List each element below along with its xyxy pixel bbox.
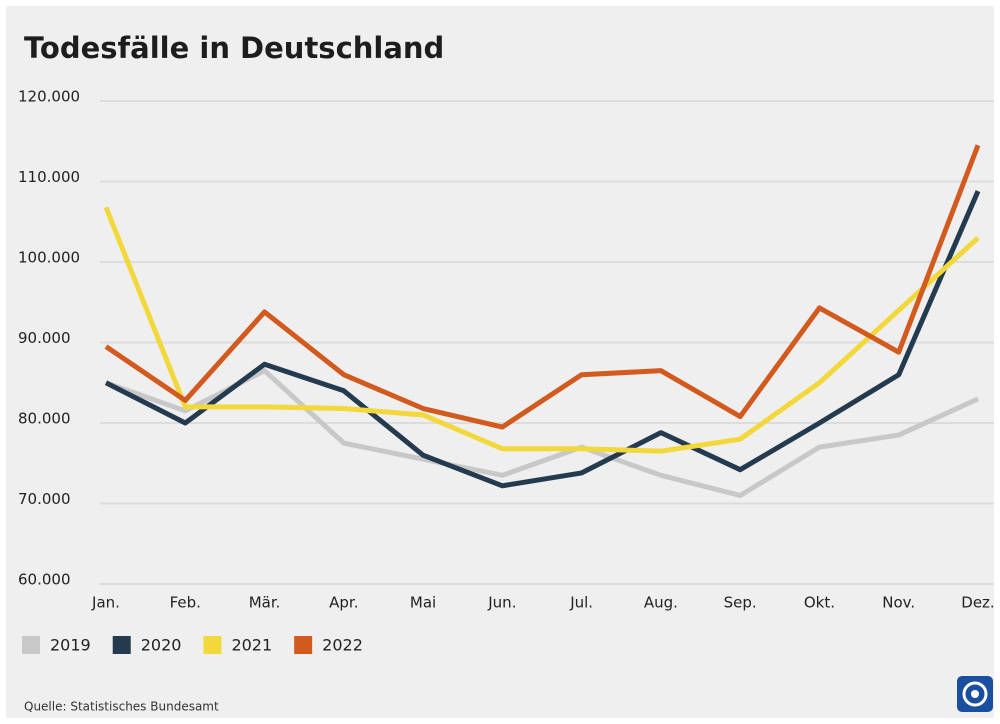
line-series [104, 144, 981, 430]
line-series [104, 190, 981, 489]
legend-swatch [294, 636, 313, 654]
chart-title: Todesfälle in Deutschland [24, 31, 444, 65]
source: Quelle: Statistisches Bundesamt [24, 700, 219, 714]
line-series [103, 206, 980, 454]
x-tick-label: Apr. [329, 594, 358, 612]
x-tick-label: Jun. [487, 594, 516, 612]
x-tick-label: Feb. [170, 594, 201, 612]
line-series [105, 368, 980, 498]
x-tick-label: Jan. [91, 594, 120, 612]
legend-label: 2022 [322, 636, 363, 655]
y-tick-label: 120.000 [18, 88, 80, 106]
panel [6, 6, 994, 718]
y-tick-label: 80.000 [18, 410, 71, 428]
legend-swatch [22, 636, 40, 654]
x-tick-label: Jul. [569, 594, 593, 612]
y-tick-label: 100.000 [18, 249, 80, 267]
x-tick-label: Mär. [249, 594, 281, 612]
legend-label: 2020 [141, 636, 182, 655]
x-tick-label: Mai [410, 594, 436, 612]
logo [957, 676, 993, 712]
legend-swatch [112, 636, 131, 654]
legend-label: 2021 [231, 636, 272, 655]
y-tick-label: 110.000 [18, 168, 80, 186]
y-tick-label: 90.000 [18, 329, 71, 347]
x-tick-label: Okt. [804, 594, 835, 612]
x-tick-label: Sep. [724, 594, 757, 612]
x-tick-label: Aug. [644, 594, 678, 612]
x-tick-label: Nov. [882, 594, 915, 612]
y-tick-label: 70.000 [18, 490, 71, 508]
legend-swatch [203, 636, 222, 654]
x-tick-label: Dez. [961, 594, 994, 612]
legend-label: 2019 [50, 636, 91, 655]
y-tick-label: 60.000 [18, 571, 71, 589]
